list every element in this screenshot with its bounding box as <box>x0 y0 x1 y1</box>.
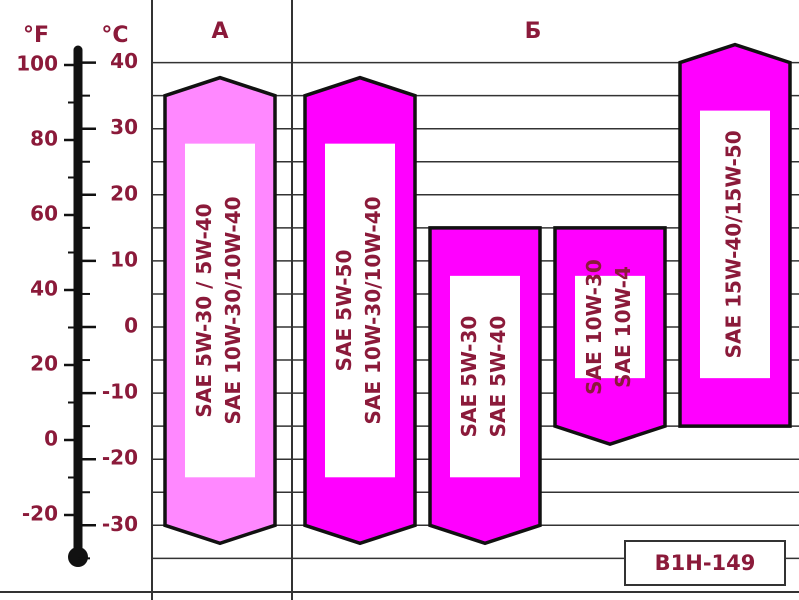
fahrenheit-tick-label: 60 <box>30 202 58 226</box>
oil-grade: SAE 5W-30 <box>457 316 481 438</box>
unit-label: °C <box>101 23 128 48</box>
oil-bars: SAE 5W-30 / 5W-40 SAE 10W-30/10W-40 SAE 5W… <box>163 42 792 546</box>
oil-grade: SAE 5W-30 / 5W-40 <box>192 203 216 417</box>
celsius-tick-label: 20 <box>110 181 138 205</box>
fahrenheit-tick-label: 80 <box>30 127 58 151</box>
oil-grade: SAE 15W-40/15W-50 <box>722 130 746 358</box>
label-box <box>325 143 395 478</box>
celsius-tick-label: 40 <box>110 49 138 73</box>
group-header: А <box>211 19 228 44</box>
code-box <box>624 540 786 586</box>
oil-grade: SAE 10W-30/10W-40 <box>361 196 385 424</box>
celsius-tick-label: 0 <box>124 314 138 338</box>
oil-grade: SAE 10W-30 <box>582 259 606 395</box>
unit-label: °F <box>23 23 49 48</box>
celsius-tick-label: -30 <box>102 512 138 536</box>
label-box <box>700 110 770 379</box>
oil-grade: SAE 10W-30/10W-40 <box>221 196 245 424</box>
label-box <box>450 275 520 478</box>
group-header: Б <box>525 19 542 44</box>
fahrenheit-tick-label: 40 <box>30 277 58 301</box>
celsius-tick-label: 10 <box>110 247 138 271</box>
fahrenheit-tick-label: 20 <box>30 352 58 376</box>
oil-grade: SAE 10W-4 <box>611 266 635 388</box>
fahrenheit-tick-label: 0 <box>44 427 58 451</box>
fahrenheit-tick-label: 100 <box>16 52 58 76</box>
label-box <box>575 275 645 379</box>
oil-grade: SAE 5W-50 <box>332 250 356 372</box>
celsius-tick-label: -20 <box>102 446 138 470</box>
label-box <box>185 143 255 478</box>
oil-grade: SAE 5W-40 <box>486 316 510 438</box>
fahrenheit-tick-label: -20 <box>22 502 58 526</box>
celsius-tick-label: 30 <box>110 115 138 139</box>
code: B1H-149 <box>655 551 756 575</box>
thermometer-bulb <box>68 547 88 567</box>
celsius-tick-label: -10 <box>102 380 138 404</box>
